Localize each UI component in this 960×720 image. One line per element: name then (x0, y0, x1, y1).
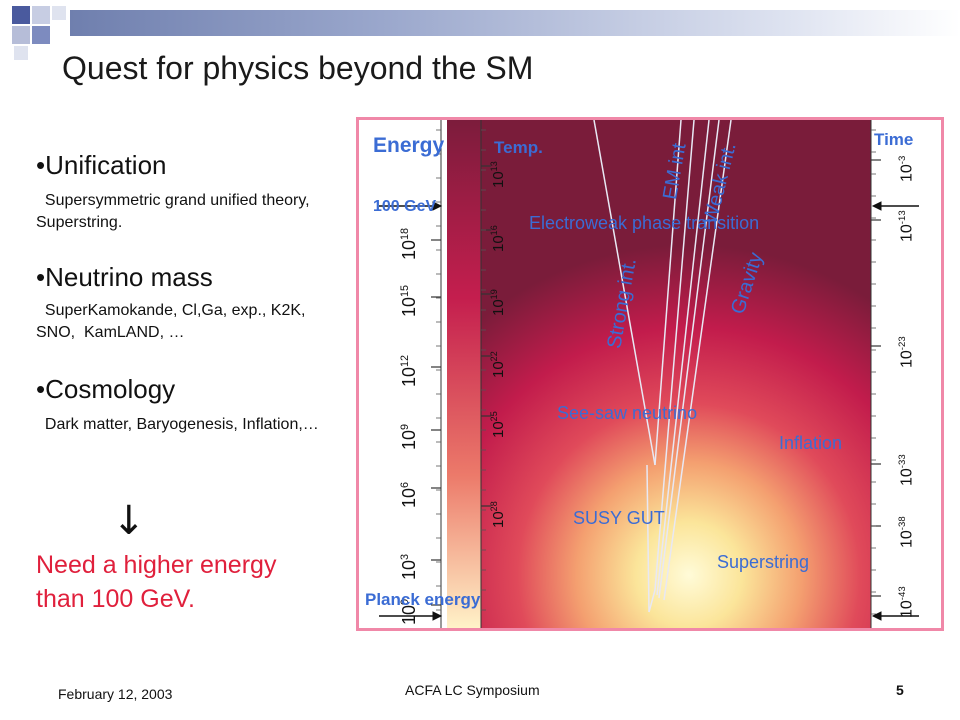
energy-tick-label: 109 (399, 423, 419, 450)
time-tick-label: 10-3 (897, 155, 916, 182)
footer-event: ACFA LC Symposium (405, 682, 540, 698)
footer-date: February 12, 2003 (58, 686, 173, 702)
time-tick-label: 10-13 (897, 210, 916, 242)
temperature-gradient (481, 120, 871, 628)
temp-tick-label: 1022 (489, 351, 507, 378)
energy-axis-label: Energy (373, 134, 445, 157)
universe-history-figure: 100 103 106 109 1012 1015 1018 1013 1016 1019 102… (356, 117, 944, 631)
corner-square (52, 6, 66, 20)
conclusion-line-1: Need a higher energy (36, 551, 277, 579)
energy-tick-label: 106 (399, 481, 419, 508)
inflation-label: Inflation (779, 433, 843, 453)
ew-transition-label: Electroweak phase transition (529, 213, 760, 233)
temp-tick-label: 1013 (489, 161, 507, 188)
temp-tick-label: 1016 (489, 225, 507, 252)
force-lines (593, 120, 732, 613)
conclusion-text: Need a higher energy than 100 GeV. (36, 548, 356, 616)
energy-tick-label: 1012 (399, 354, 419, 387)
energy-tick-label: 1015 (399, 284, 419, 317)
title-bar (70, 10, 960, 36)
energy-tick-label: 103 (399, 553, 419, 580)
page-title: Quest for physics beyond the SM (62, 50, 534, 86)
energy-tick-label: 1018 (399, 227, 419, 260)
conclusion-line-2: than 100 GeV. (36, 585, 195, 613)
superstring-label: Superstring (717, 552, 810, 572)
temp-tick-label: 1019 (489, 289, 507, 316)
axis-ticks (431, 129, 881, 615)
bullet-neutrino-detail: SuperKamokande, Cl,Ga, exp., K2K, SNO, K… (36, 302, 315, 341)
bullet-neutrino-mass: •Neutrino mass (36, 262, 213, 292)
bullet-unification-detail: Supersymmetric grand unified theory, Sup… (36, 192, 315, 231)
susy-gut-label: SUSY GUT (573, 508, 665, 528)
temp-axis-label: Temp. (494, 138, 543, 157)
planck-energy-label: Planck energy (365, 590, 481, 609)
bullet-unification: •Unification (36, 150, 167, 180)
energy-strip (447, 120, 481, 628)
corner-square (12, 26, 30, 44)
bullet-cosmology: •Cosmology (36, 374, 176, 404)
temp-tick-label: 1028 (489, 501, 507, 528)
time-tick-label: 10-33 (897, 454, 916, 486)
time-tick-label: 10-43 (897, 586, 916, 618)
time-axis-label: Time (874, 130, 914, 149)
corner-square (32, 26, 50, 44)
corner-square (32, 6, 50, 24)
time-tick-label: 10-38 (897, 516, 916, 548)
axes (440, 120, 872, 628)
seesaw-label: See-saw neutrino (557, 403, 698, 423)
temp-tick-label: 1025 (489, 411, 507, 438)
down-arrow-icon: ↓ (112, 498, 146, 544)
energy-100gev-label: 100 GeV (373, 198, 437, 215)
figure-svg (379, 120, 919, 628)
time-tick-label: 10-23 (897, 336, 916, 368)
corner-square (14, 46, 28, 60)
boundary-arrows (379, 201, 919, 621)
bullet-cosmology-detail: Dark matter, Baryogenesis, Inflation,… (36, 416, 319, 433)
page-number: 5 (896, 682, 904, 698)
corner-square (12, 6, 30, 24)
